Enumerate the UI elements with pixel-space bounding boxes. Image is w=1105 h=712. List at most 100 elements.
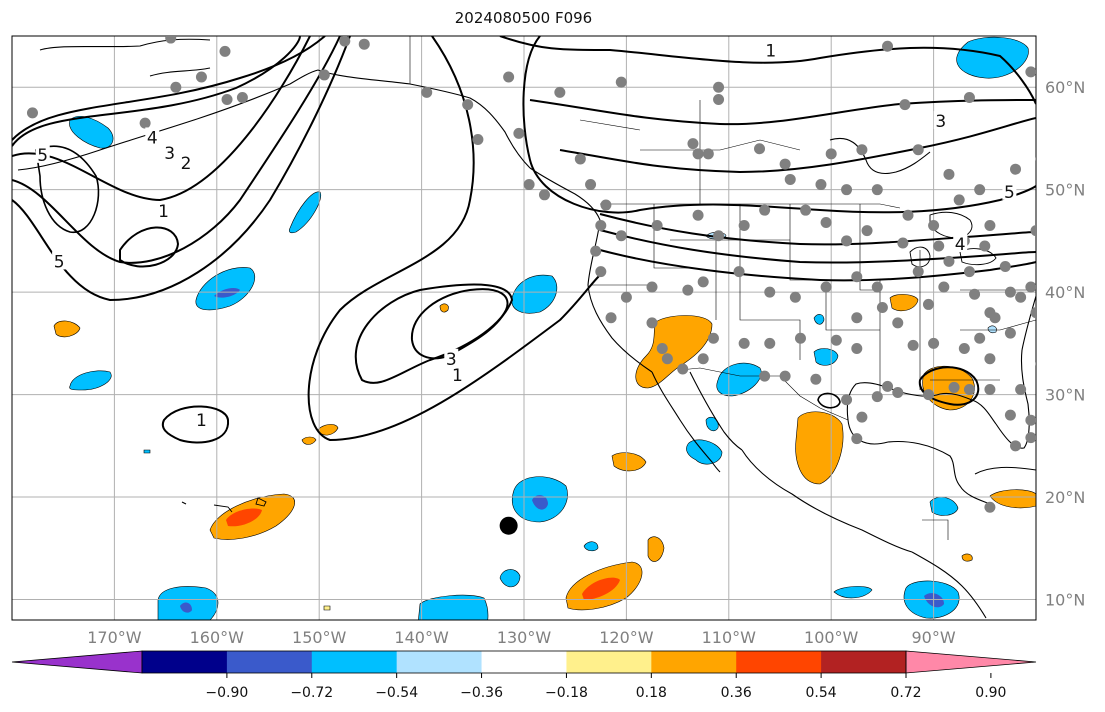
station-dot [876,302,888,314]
station-dot [1035,361,1036,366]
station-dot [595,266,607,278]
station-dot [953,194,965,206]
station-dot [1030,225,1036,237]
latitude-tick-label: 60°N [1045,78,1085,97]
contour-label: 3 [935,112,946,132]
station-dot [830,334,842,346]
station-dot [851,433,863,445]
station-dot [574,153,586,165]
station-dot [899,99,911,111]
contour-label: 5 [37,146,48,166]
station-dot [236,91,248,103]
station-dot [856,144,868,156]
station-dot [928,220,940,232]
station-dot [677,363,689,375]
colorbar-tick-label: 0.72 [890,685,921,701]
colorbar-tick-label: 0.54 [806,685,837,701]
latitude-tick-label: 30°N [1045,386,1085,405]
anomaly-neg-hudson-bay [956,36,1029,79]
station-dot [943,168,955,180]
station-dot [170,81,182,93]
station-dot [538,189,550,201]
station-dot [139,117,151,129]
station-dot [800,204,812,216]
colorbar-segment [226,651,313,673]
anomaly-neg-nw-us-coast [511,274,558,314]
station-dot [984,383,996,395]
station-dot [969,288,981,300]
station-dot [1051,317,1062,328]
longitude-tick-label: 120°W [599,628,654,647]
anomaly-neg-north-pacific [195,267,256,311]
station-dot [759,370,771,382]
station-dot [974,184,986,196]
longitude-tick-label: 160°W [190,628,245,647]
colorbar-segment [736,651,822,673]
station-dot [871,281,883,293]
graticule [12,36,1036,620]
station-dot [841,394,853,406]
contour-label-bg [953,234,968,253]
station-dot [912,266,924,278]
contour-label-bg [194,410,209,429]
contour-label-bg [763,40,778,59]
shaded-anomalies [53,36,1036,620]
station-dot [221,94,233,106]
station-dot [1025,432,1036,444]
station-dot [1025,66,1036,78]
contour-lines [12,36,1036,444]
station-dot [713,81,725,93]
station-dot [615,230,627,242]
station-dot [984,220,996,232]
station-dot [922,298,934,310]
station-dot [615,76,627,88]
station-dot [897,237,909,249]
station-dot [851,342,863,354]
longitude-tick-label: 150°W [292,628,347,647]
station-dot [1010,163,1022,175]
contour-label: 1 [196,411,207,431]
station-dot [651,220,663,232]
contour-label: 5 [54,252,65,272]
station-dot [984,501,996,513]
station-dot [882,380,894,392]
map-frame [11,35,1037,621]
station-dot [682,284,694,296]
station-dot [472,133,484,145]
colorbar-tick-label: 0.18 [636,685,667,701]
station-dot [948,381,960,393]
station-dot [825,148,837,160]
station-dot [1030,307,1036,319]
station-dot [1015,291,1027,303]
contour-label: 5 [1004,183,1015,203]
station-dot [963,266,975,278]
latitude-tick-labels: 60°N 50°N 40°N 30°N 20°N 10°N [1045,78,1085,609]
contour-label: 1 [765,41,776,61]
colorbar-tick-label: −0.90 [205,685,248,701]
station-dot [974,332,986,344]
station-dot [851,312,863,324]
station-dot [590,245,602,257]
contour-label-bg [145,127,160,146]
station-dot [794,332,806,344]
station-dot [820,216,832,228]
station-dot [820,281,832,293]
station-dot [871,391,883,403]
anomaly-neg-hawaii-north [69,370,112,391]
map-title: 2024080500 F096 [454,9,593,27]
station-dot [523,179,535,191]
anomaly-neg-sw-us [716,362,762,397]
station-dot [1004,409,1016,421]
station-dot [841,235,853,247]
station-dot [1025,281,1036,293]
station-dot [656,342,668,354]
station-dot [882,40,894,52]
station-dot [733,266,745,278]
coastlines [17,38,1036,619]
colorbar-extend-high [905,650,1037,674]
longitude-tick-label: 100°W [804,628,859,647]
station-dot [933,240,945,252]
contour-label: 1 [158,202,169,222]
longitude-tick-label: 140°W [394,628,449,647]
